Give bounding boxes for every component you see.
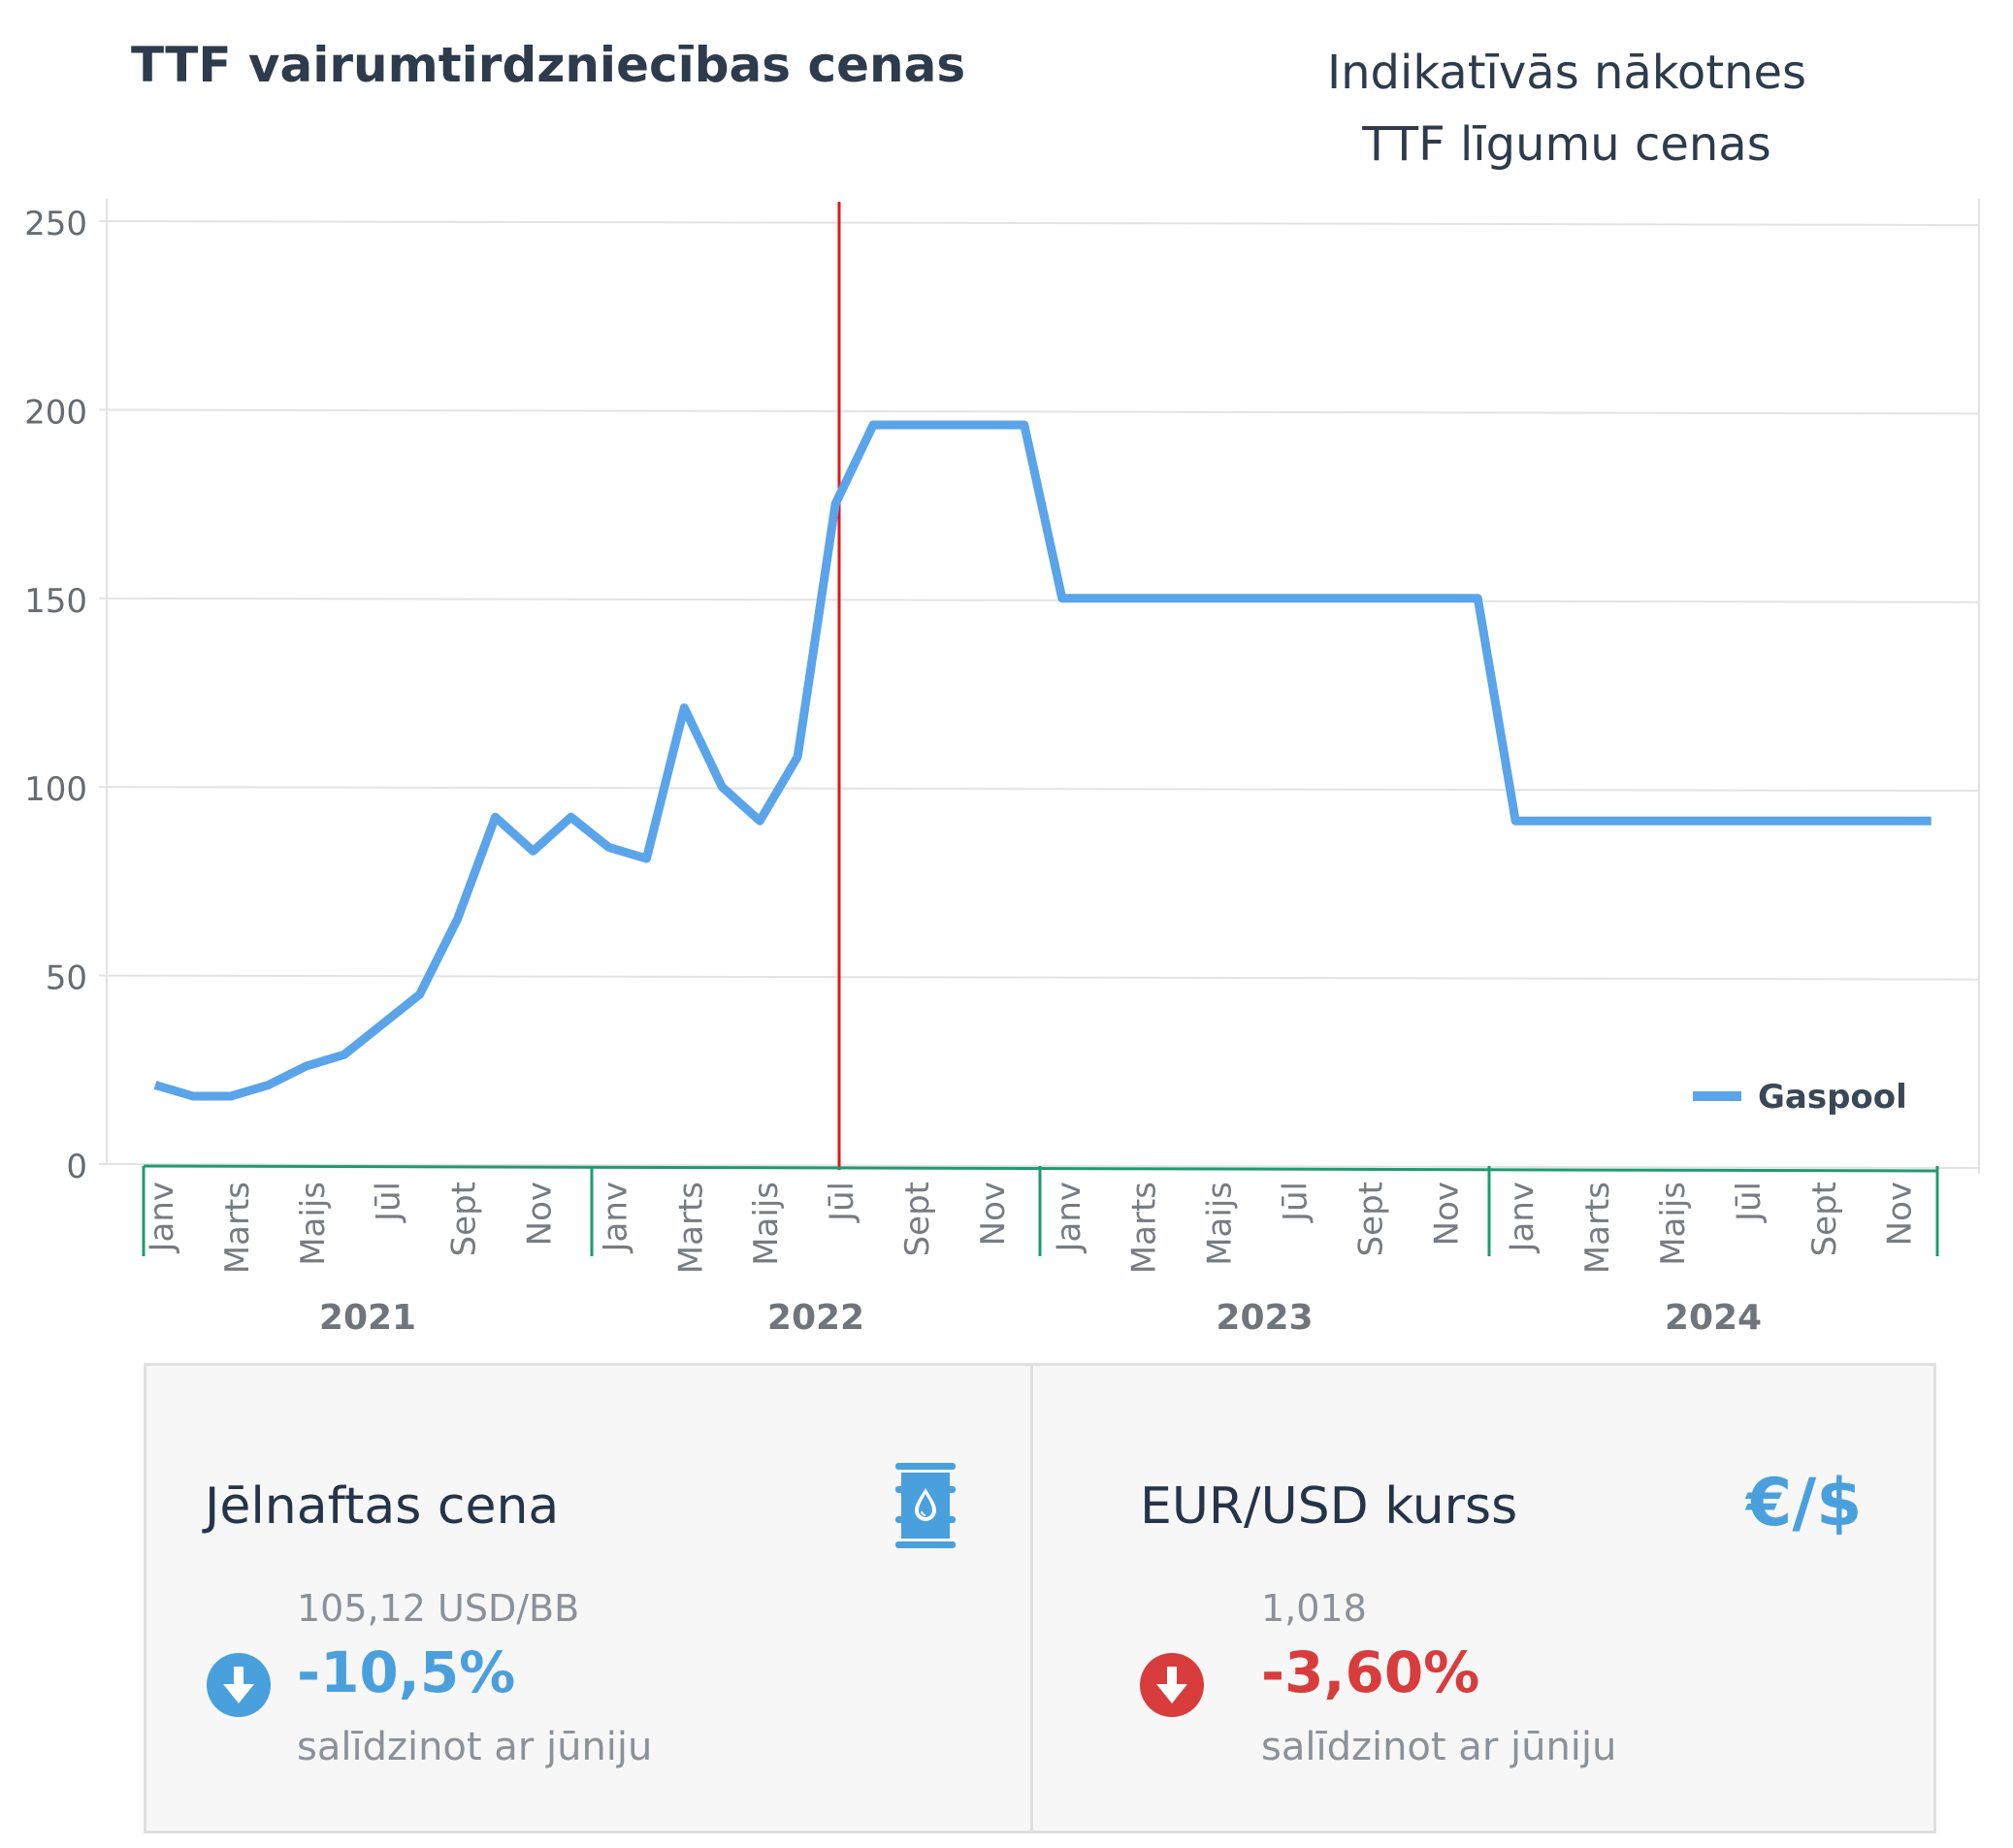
chart-title-left: TTF vairumtirdzniecības cenas [131,37,966,93]
series-line-gaspool [153,420,1932,1101]
y-tick-label: 200 [24,393,87,432]
gridline [98,974,1980,981]
x-tick-label: Maijs [294,1182,333,1266]
fx-card-title: EUR/USD kurss [1140,1477,1518,1536]
fx-rate-value: 1,018 [1261,1587,1367,1630]
x-tick-label: Nov [974,1182,1013,1246]
year-label: 2022 [767,1298,864,1338]
x-tick-label: Maijs [747,1182,786,1266]
eur-usd-card: EUR/USD kurss €/$ 1,018 -3,60% salīdzino… [1030,1363,1936,1833]
gridline [98,220,1980,226]
y-tick-label: 50 [46,959,87,998]
y-tick-label: 100 [24,770,87,809]
oil-price-card: Jēlnaftas cena 105,12 USD/BB -10,5% salī… [144,1363,1033,1833]
x-tick-label: Janv [596,1182,634,1254]
euro-dollar-symbol: €/$ [1746,1465,1863,1541]
year-label: 2024 [1665,1298,1762,1338]
x-tick-label: Nov [1427,1182,1466,1246]
gridline [98,597,1980,603]
x-tick-label: Jūl [1277,1182,1315,1223]
arrow-down-circle-icon [1140,1653,1204,1721]
x-tick-label: Jūl [1730,1182,1769,1223]
x-tick-label: Sept [445,1182,484,1256]
fx-compare-text: salīdzinot ar jūniju [1261,1725,1617,1769]
x-tick-label: Nov [1881,1182,1920,1246]
oil-barrel-icon [893,1463,958,1552]
arrow-down-circle-icon [207,1653,271,1721]
gridline [98,408,1980,415]
year-label: 2021 [319,1298,416,1338]
chart-title-right: Indikatīvās nākotnes TTF līgumu cenas [1232,37,1901,180]
x-tick-label: Janv [1050,1182,1088,1254]
y-tick-label: 0 [66,1148,87,1186]
fx-rate-change: -3,60% [1261,1639,1480,1705]
x-tick-label: Maijs [1201,1182,1240,1266]
x-tick-label: Sept [1351,1182,1390,1256]
ttf-price-chart: 0 50 100 150 200 250 Gaspool Janv Marts Maijs Jūl S… [24,199,1980,1338]
oil-card-title: Jēlnaftas cena [205,1477,560,1536]
x-tick-label: Nov [521,1182,560,1246]
x-tick-label: Marts [671,1182,710,1274]
x-tick-label: Marts [218,1182,257,1274]
x-tick-label: Sept [1805,1182,1844,1256]
chart-title-right-line2: TTF līgumu cenas [1362,117,1771,172]
oil-price-value: 105,12 USD/BB [297,1587,580,1630]
x-tick-label: Janv [143,1182,181,1254]
y-tick-label: 250 [24,205,87,243]
year-label: 2023 [1216,1298,1313,1338]
gridline [98,786,1980,793]
x-tick-label: Marts [1578,1182,1617,1274]
y-tick-label: 150 [24,582,87,621]
oil-price-change: -10,5% [297,1639,516,1705]
x-tick-label: Marts [1125,1182,1164,1274]
x-tick-label: Jūl [370,1182,408,1223]
x-tick-label: Janv [1503,1182,1542,1254]
x-tick-label: Jūl [823,1182,861,1223]
legend-label: Gaspool [1758,1078,1907,1117]
chart-title-right-line1: Indikatīvās nākotnes [1326,46,1807,100]
oil-compare-text: salīdzinot ar jūniju [297,1725,653,1769]
x-tick-label: Maijs [1654,1182,1693,1266]
x-tick-label: Sept [898,1182,937,1256]
